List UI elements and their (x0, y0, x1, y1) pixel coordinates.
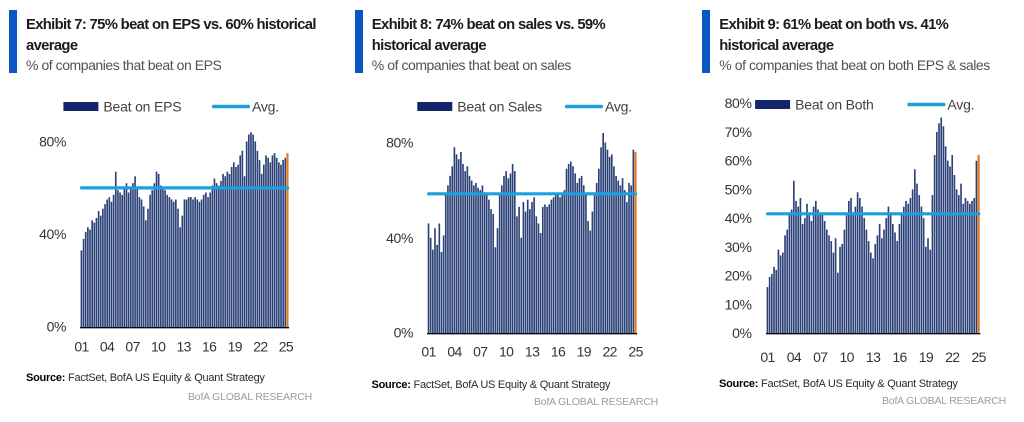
svg-text:80%: 80% (386, 135, 413, 151)
svg-text:22: 22 (253, 339, 268, 355)
svg-text:16: 16 (202, 339, 217, 355)
svg-text:70%: 70% (725, 124, 752, 140)
svg-text:50%: 50% (725, 181, 752, 197)
svg-text:01: 01 (421, 344, 436, 360)
svg-text:40%: 40% (39, 226, 66, 242)
svg-text:04: 04 (100, 339, 115, 355)
svg-text:07: 07 (125, 339, 140, 355)
svg-text:16: 16 (892, 349, 907, 365)
svg-text:13: 13 (177, 339, 192, 355)
svg-text:40%: 40% (386, 230, 413, 246)
svg-text:60%: 60% (725, 153, 752, 169)
svg-text:25: 25 (972, 349, 987, 365)
svg-text:07: 07 (473, 344, 488, 360)
svg-text:0%: 0% (47, 319, 66, 335)
svg-text:20%: 20% (725, 268, 752, 284)
svg-text:04: 04 (447, 344, 462, 360)
svg-text:0%: 0% (394, 325, 413, 341)
svg-text:10: 10 (499, 344, 514, 360)
svg-text:80%: 80% (39, 134, 66, 150)
svg-text:25: 25 (628, 344, 643, 360)
svg-text:19: 19 (919, 349, 934, 365)
svg-text:25: 25 (279, 339, 294, 355)
svg-text:13: 13 (525, 344, 540, 360)
svg-text:10%: 10% (725, 296, 752, 312)
svg-text:Beat on EPS: Beat on EPS (103, 99, 181, 115)
svg-text:10: 10 (151, 339, 166, 355)
svg-text:10: 10 (840, 349, 855, 365)
svg-text:13: 13 (866, 349, 881, 365)
svg-text:01: 01 (74, 339, 89, 355)
svg-text:Beat on Sales: Beat on Sales (457, 99, 542, 115)
svg-text:40%: 40% (725, 210, 752, 226)
svg-text:Avg.: Avg. (605, 99, 632, 115)
svg-text:22: 22 (603, 344, 618, 360)
svg-text:22: 22 (945, 349, 960, 365)
svg-text:01: 01 (760, 349, 775, 365)
svg-text:19: 19 (228, 339, 243, 355)
svg-text:0%: 0% (732, 325, 751, 341)
svg-text:80%: 80% (725, 95, 752, 111)
svg-text:Beat on Both: Beat on Both (795, 97, 874, 113)
svg-text:19: 19 (577, 344, 592, 360)
svg-text:07: 07 (813, 349, 828, 365)
svg-text:30%: 30% (725, 239, 752, 255)
svg-text:Avg.: Avg. (252, 99, 279, 115)
svg-text:Avg.: Avg. (947, 97, 974, 113)
svg-text:16: 16 (551, 344, 566, 360)
svg-text:04: 04 (787, 349, 802, 365)
